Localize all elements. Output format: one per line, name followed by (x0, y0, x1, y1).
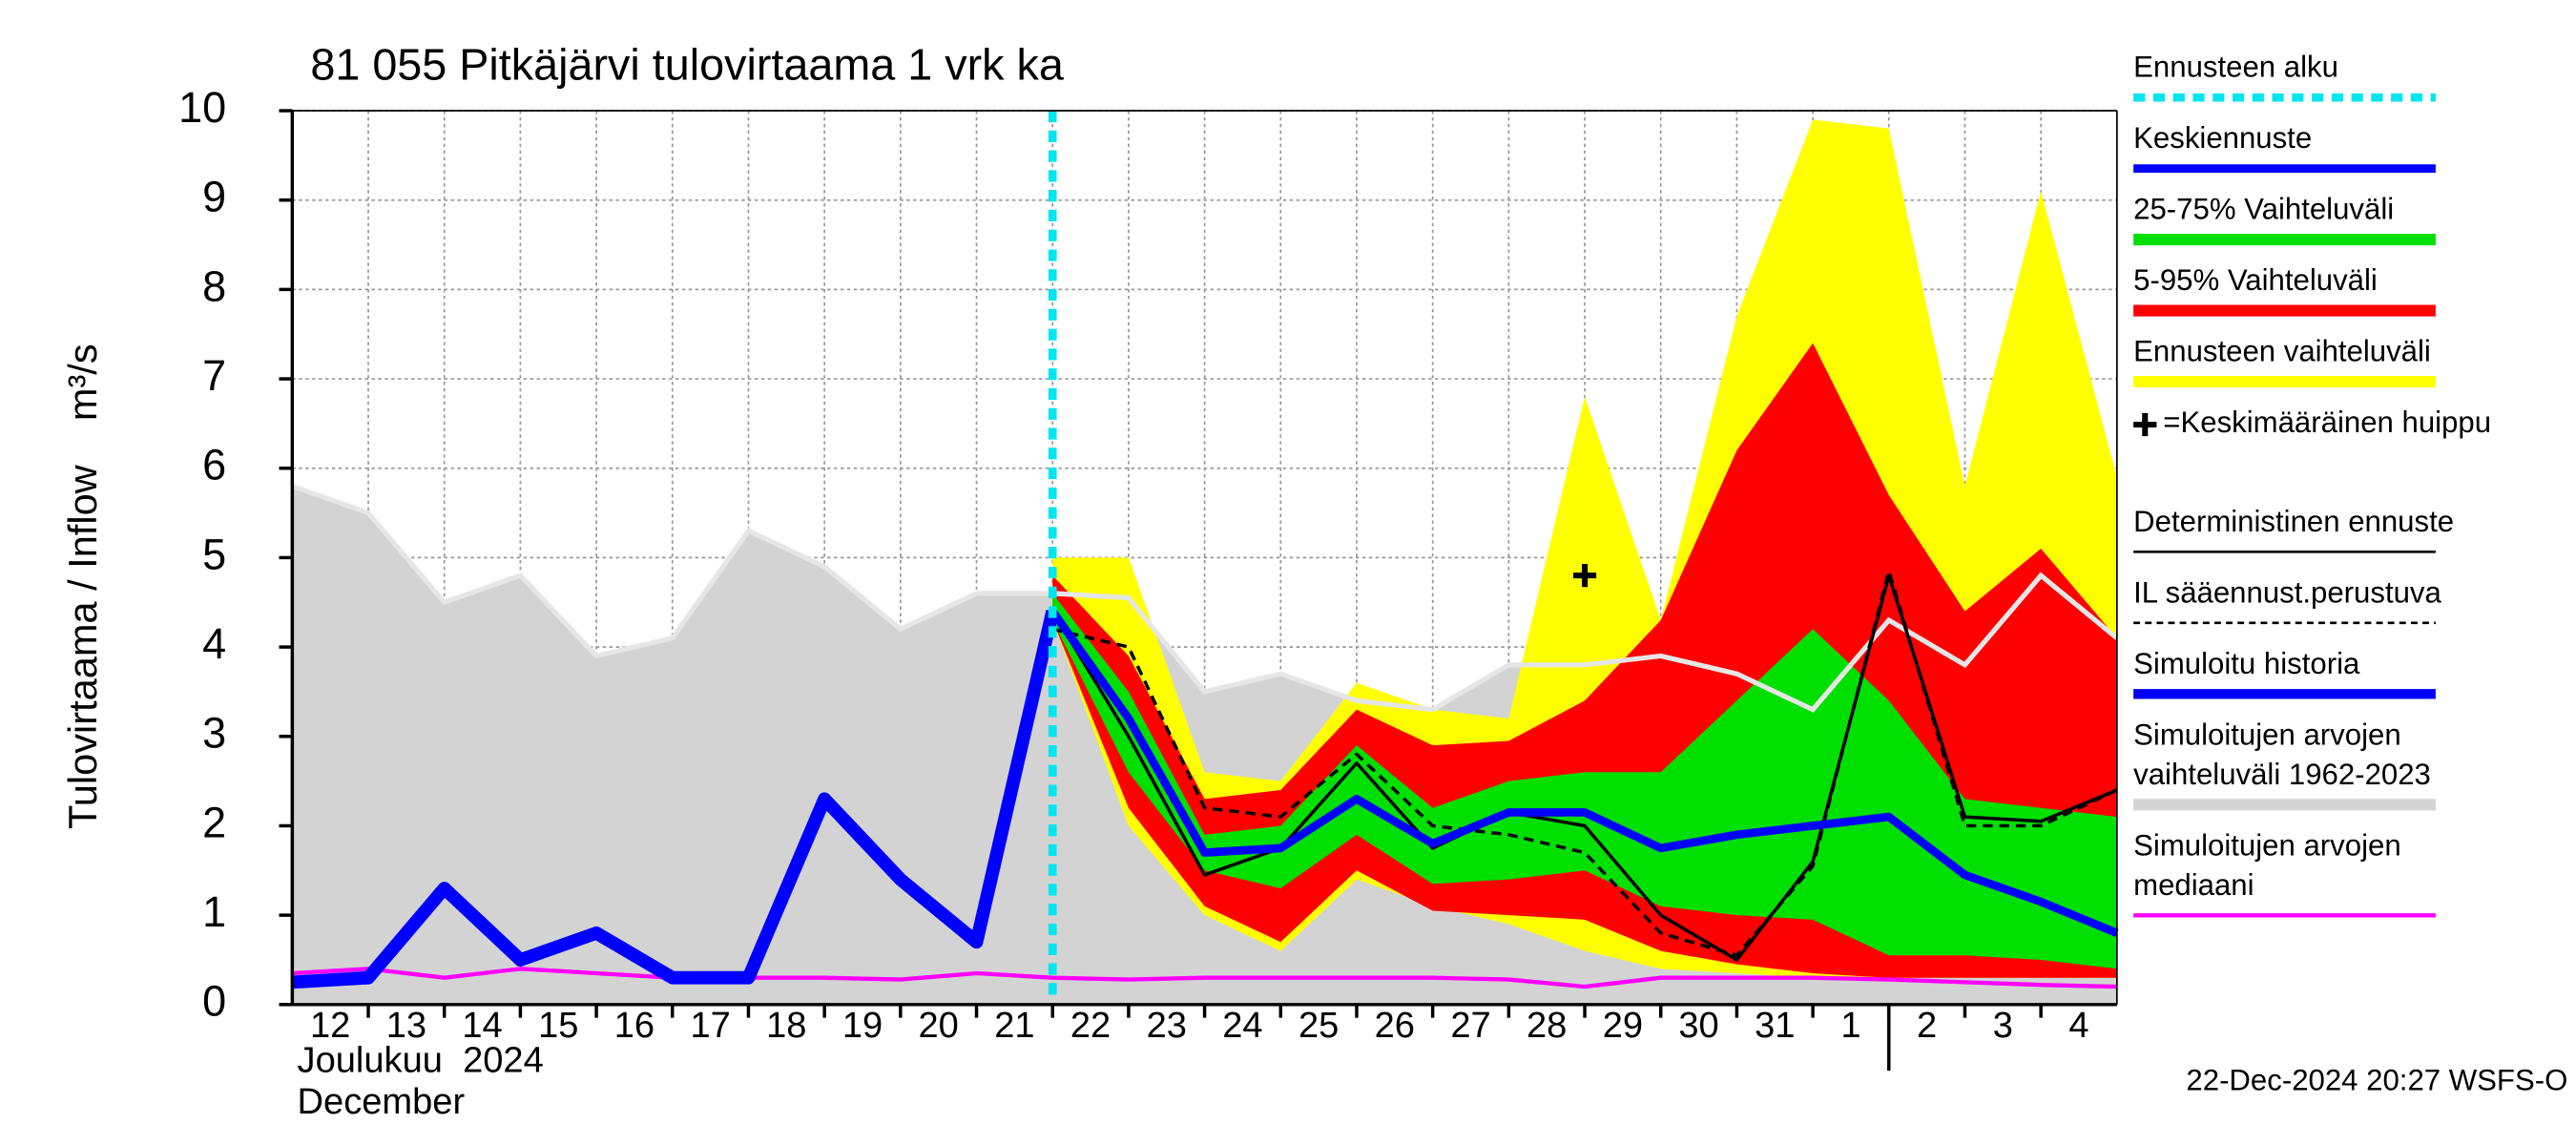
line (292, 967, 2117, 989)
legend-label: =Keskimääräinen huippu (2163, 406, 2491, 439)
x-tick-label: 31 (1755, 1006, 1795, 1046)
chart-title: 81 055 Pitkäjärvi tulovirtaama 1 vrk ka (310, 39, 1063, 89)
y-tick-label: 0 (202, 977, 226, 1026)
y-tick-label: 1 (202, 887, 226, 936)
x-tick-label: 1 (1840, 1006, 1860, 1046)
x-tick-label: 29 (1603, 1006, 1643, 1046)
legend-label: Deterministinen ennuste (2133, 505, 2454, 538)
x-tick-label: 24 (1222, 1006, 1262, 1046)
peak-marker (2133, 412, 2157, 437)
band-edge (291, 484, 2119, 713)
y-tick-label: 5 (202, 530, 226, 578)
y-tick-label: 3 (202, 709, 226, 758)
legend-label: Simuloitu historia (2133, 647, 2360, 680)
x-tick-label: 20 (919, 1006, 959, 1046)
y-axis-label: Tulovirtaama / Inflow m³/s (60, 344, 105, 829)
legend-label: Ennusteen alku (2133, 51, 2338, 84)
legend-label: 5-95% Vaihteluväli (2133, 263, 2378, 297)
marker-cross (2133, 412, 2157, 437)
y-tick-label: 4 (202, 619, 226, 668)
x-axis-label: December (298, 1082, 466, 1122)
legend: Ennusteen alku Keskiennuste 25-75% Vaihtel… (2133, 51, 2491, 918)
x-axis-label: Joulukuu 2024 (298, 1040, 544, 1080)
x-tick-label: 14 (462, 1006, 502, 1046)
peak-marker (1572, 564, 1597, 588)
x-tick-label: 26 (1375, 1006, 1415, 1046)
legend-label: Ennusteen vaihteluväli (2133, 335, 2431, 368)
x-tick-label: 27 (1450, 1006, 1490, 1046)
x-tick-label: 2 (1917, 1006, 1937, 1046)
x-tick-label: 21 (994, 1006, 1034, 1046)
x-tick-label: 23 (1147, 1006, 1187, 1046)
marker-cross (1572, 564, 1597, 588)
legend-label: 25-75% Vaihteluväli (2133, 193, 2394, 226)
line (291, 610, 1059, 989)
legend-label: Keskiennuste (2133, 121, 2312, 155)
x-tick-label: 22 (1070, 1006, 1111, 1046)
y-tick-label: 2 (202, 798, 226, 846)
legend-label: Simuloitujen arvojen mediaani (2133, 829, 2400, 903)
x-tick-label: 30 (1678, 1006, 1718, 1046)
line (1050, 573, 2118, 962)
x-tick-label: 15 (538, 1006, 578, 1046)
line (1049, 609, 2119, 937)
x-tick-label: 12 (310, 1006, 350, 1046)
footer: 22-Dec-2024 20:27 WSFS-O (2186, 1063, 2567, 1096)
x-tick-label: 25 (1298, 1006, 1339, 1046)
legend-label: IL sääennust.perustuva (2133, 576, 2441, 610)
x-tick-label: 3 (1993, 1006, 2013, 1046)
x-tick-label: 4 (2068, 1006, 2088, 1046)
x-tick-label: 19 (842, 1006, 883, 1046)
plot-area (279, 109, 2119, 1018)
y-tick-label: 9 (202, 173, 226, 221)
y-tick-label: 10 (178, 83, 226, 132)
x-tick-label: 17 (690, 1006, 730, 1046)
x-tick-label: 16 (614, 1006, 654, 1046)
y-tick-label: 8 (202, 261, 226, 310)
x-tick-label: 18 (766, 1006, 806, 1046)
band (1052, 593, 2117, 969)
y-tick-label: 7 (202, 351, 226, 400)
y-tick-label: 6 (202, 441, 226, 489)
x-tick-label: 28 (1527, 1006, 1567, 1046)
x-tick-label: 13 (386, 1006, 426, 1046)
legend-label: Simuloitujen arvojen vaihteluväli 1962-20… (2133, 718, 2431, 792)
